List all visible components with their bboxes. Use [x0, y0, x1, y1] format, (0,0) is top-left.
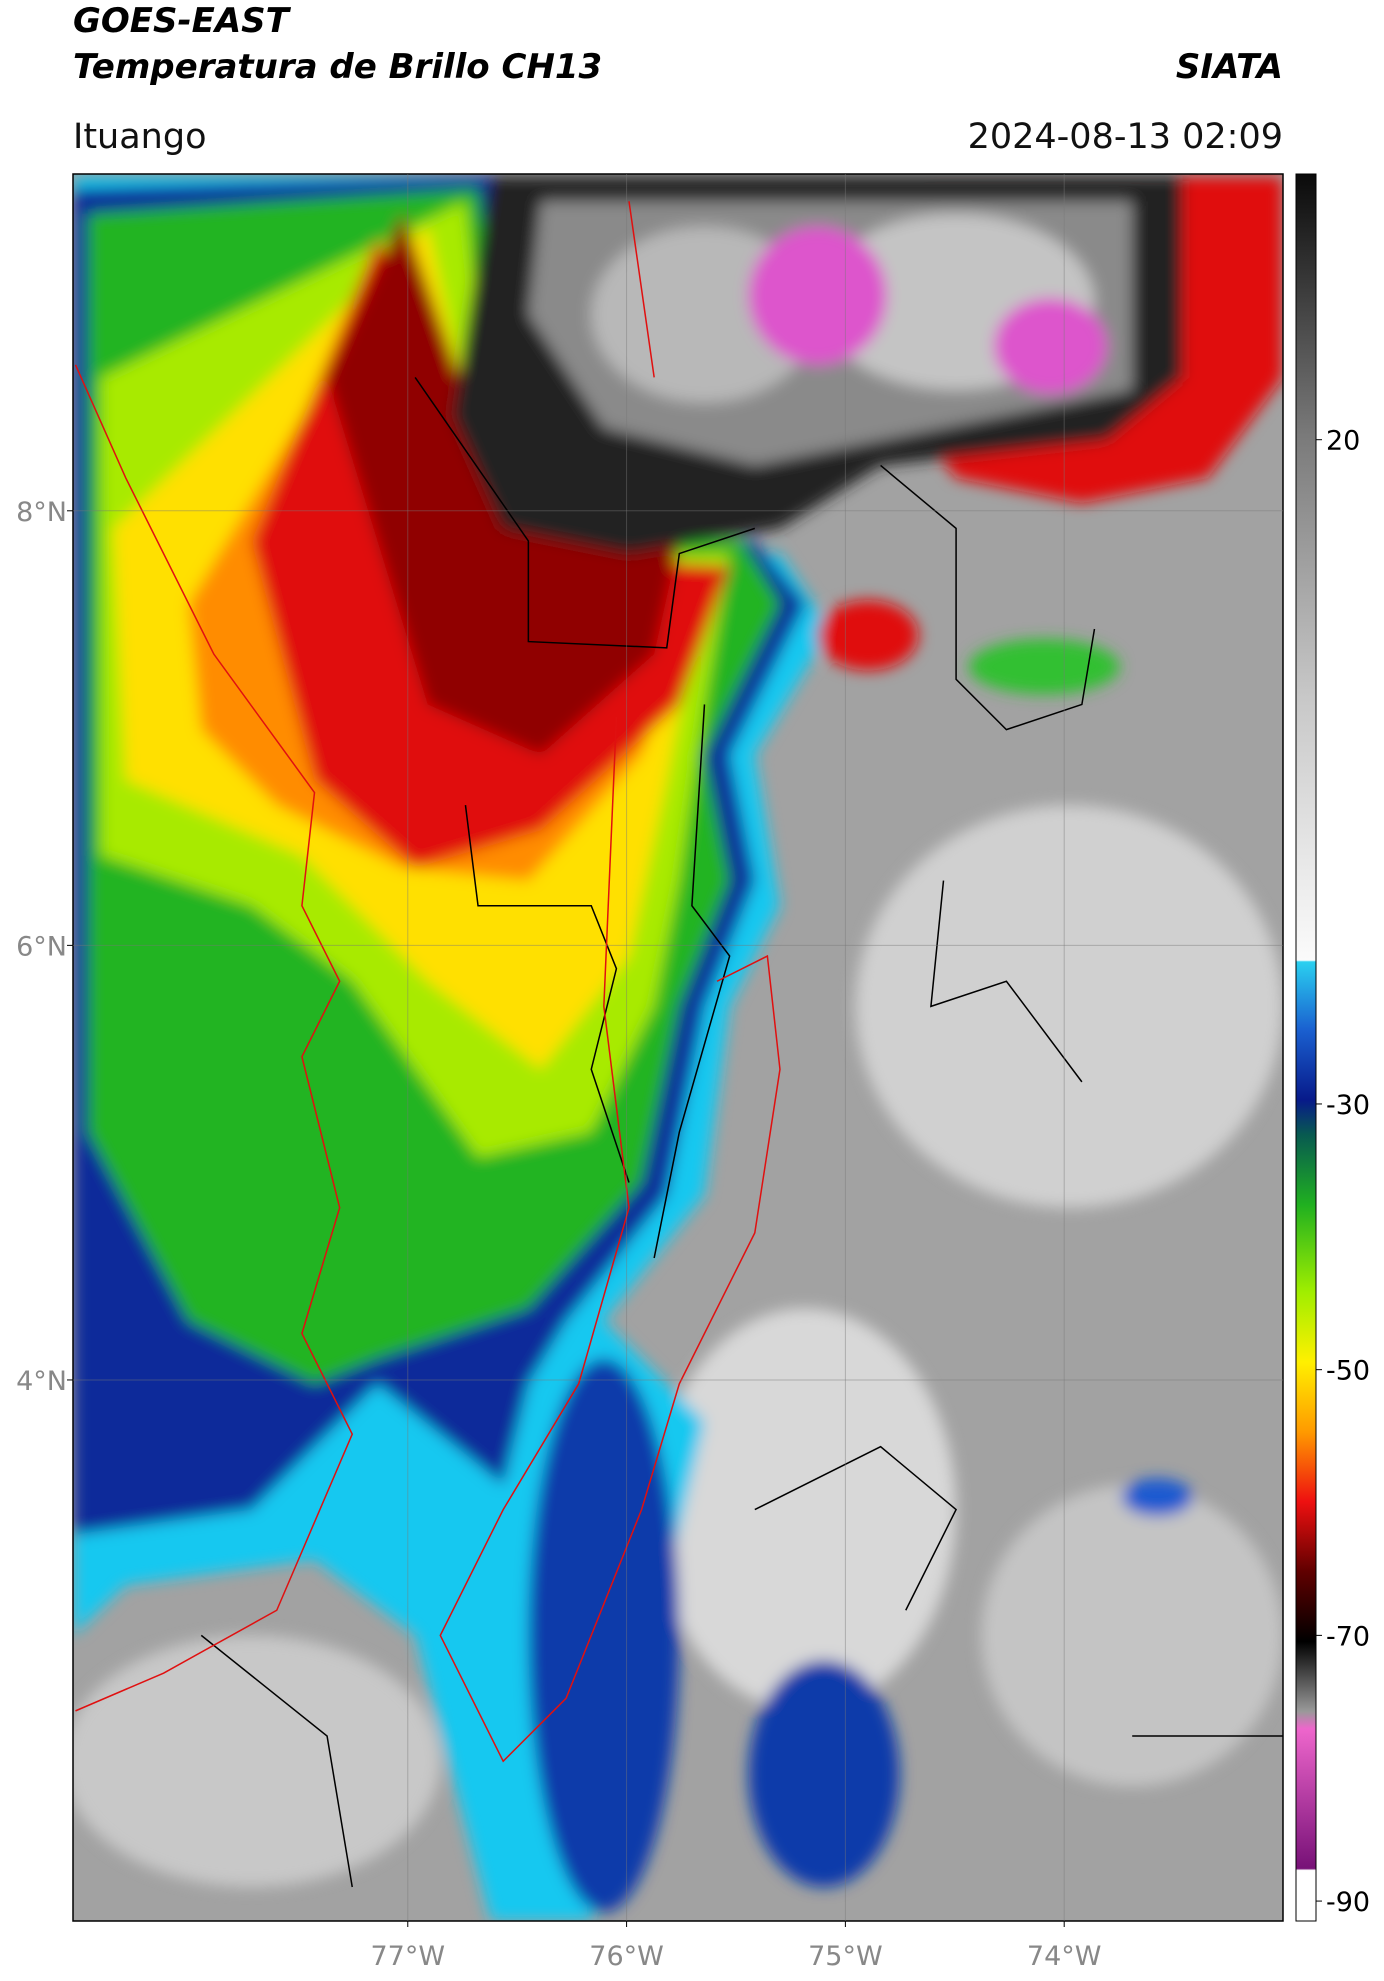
location: Ituango	[73, 117, 207, 157]
satellite-image	[73, 174, 1283, 1921]
agency: SIATA	[1176, 47, 1283, 87]
colorbar-tick-label: -30	[1326, 1090, 1370, 1121]
y-tick-label: 4°N	[16, 1366, 67, 1397]
colorbar-tick-label: -90	[1326, 1887, 1370, 1918]
x-tick-label: 75°W	[808, 1941, 883, 1972]
x-tick-label: 76°W	[589, 1941, 664, 1972]
y-tick-label: 8°N	[16, 497, 67, 528]
x-tick-label: 74°W	[1027, 1941, 1102, 1972]
x-tick-label: 77°W	[370, 1941, 445, 1972]
colorbar	[1295, 173, 1317, 1922]
subtitle: Temperatura de Brillo CH13	[73, 47, 602, 87]
y-tick-label: 6°N	[16, 931, 67, 962]
colorbar-tick-label: -50	[1326, 1356, 1370, 1387]
colorbar-tick-label: -70	[1326, 1621, 1370, 1652]
datetime: 2024-08-13 02:09	[968, 117, 1283, 157]
axes: 77°W 76°W 75°W 74°W 8°N 6°N 4°N 20 -30 -50 -70 -90	[16, 174, 1370, 1972]
map-frame	[72, 173, 1284, 1922]
colorbar-tick-label: 20	[1326, 426, 1360, 457]
title: GOES-EAST	[73, 1, 292, 41]
